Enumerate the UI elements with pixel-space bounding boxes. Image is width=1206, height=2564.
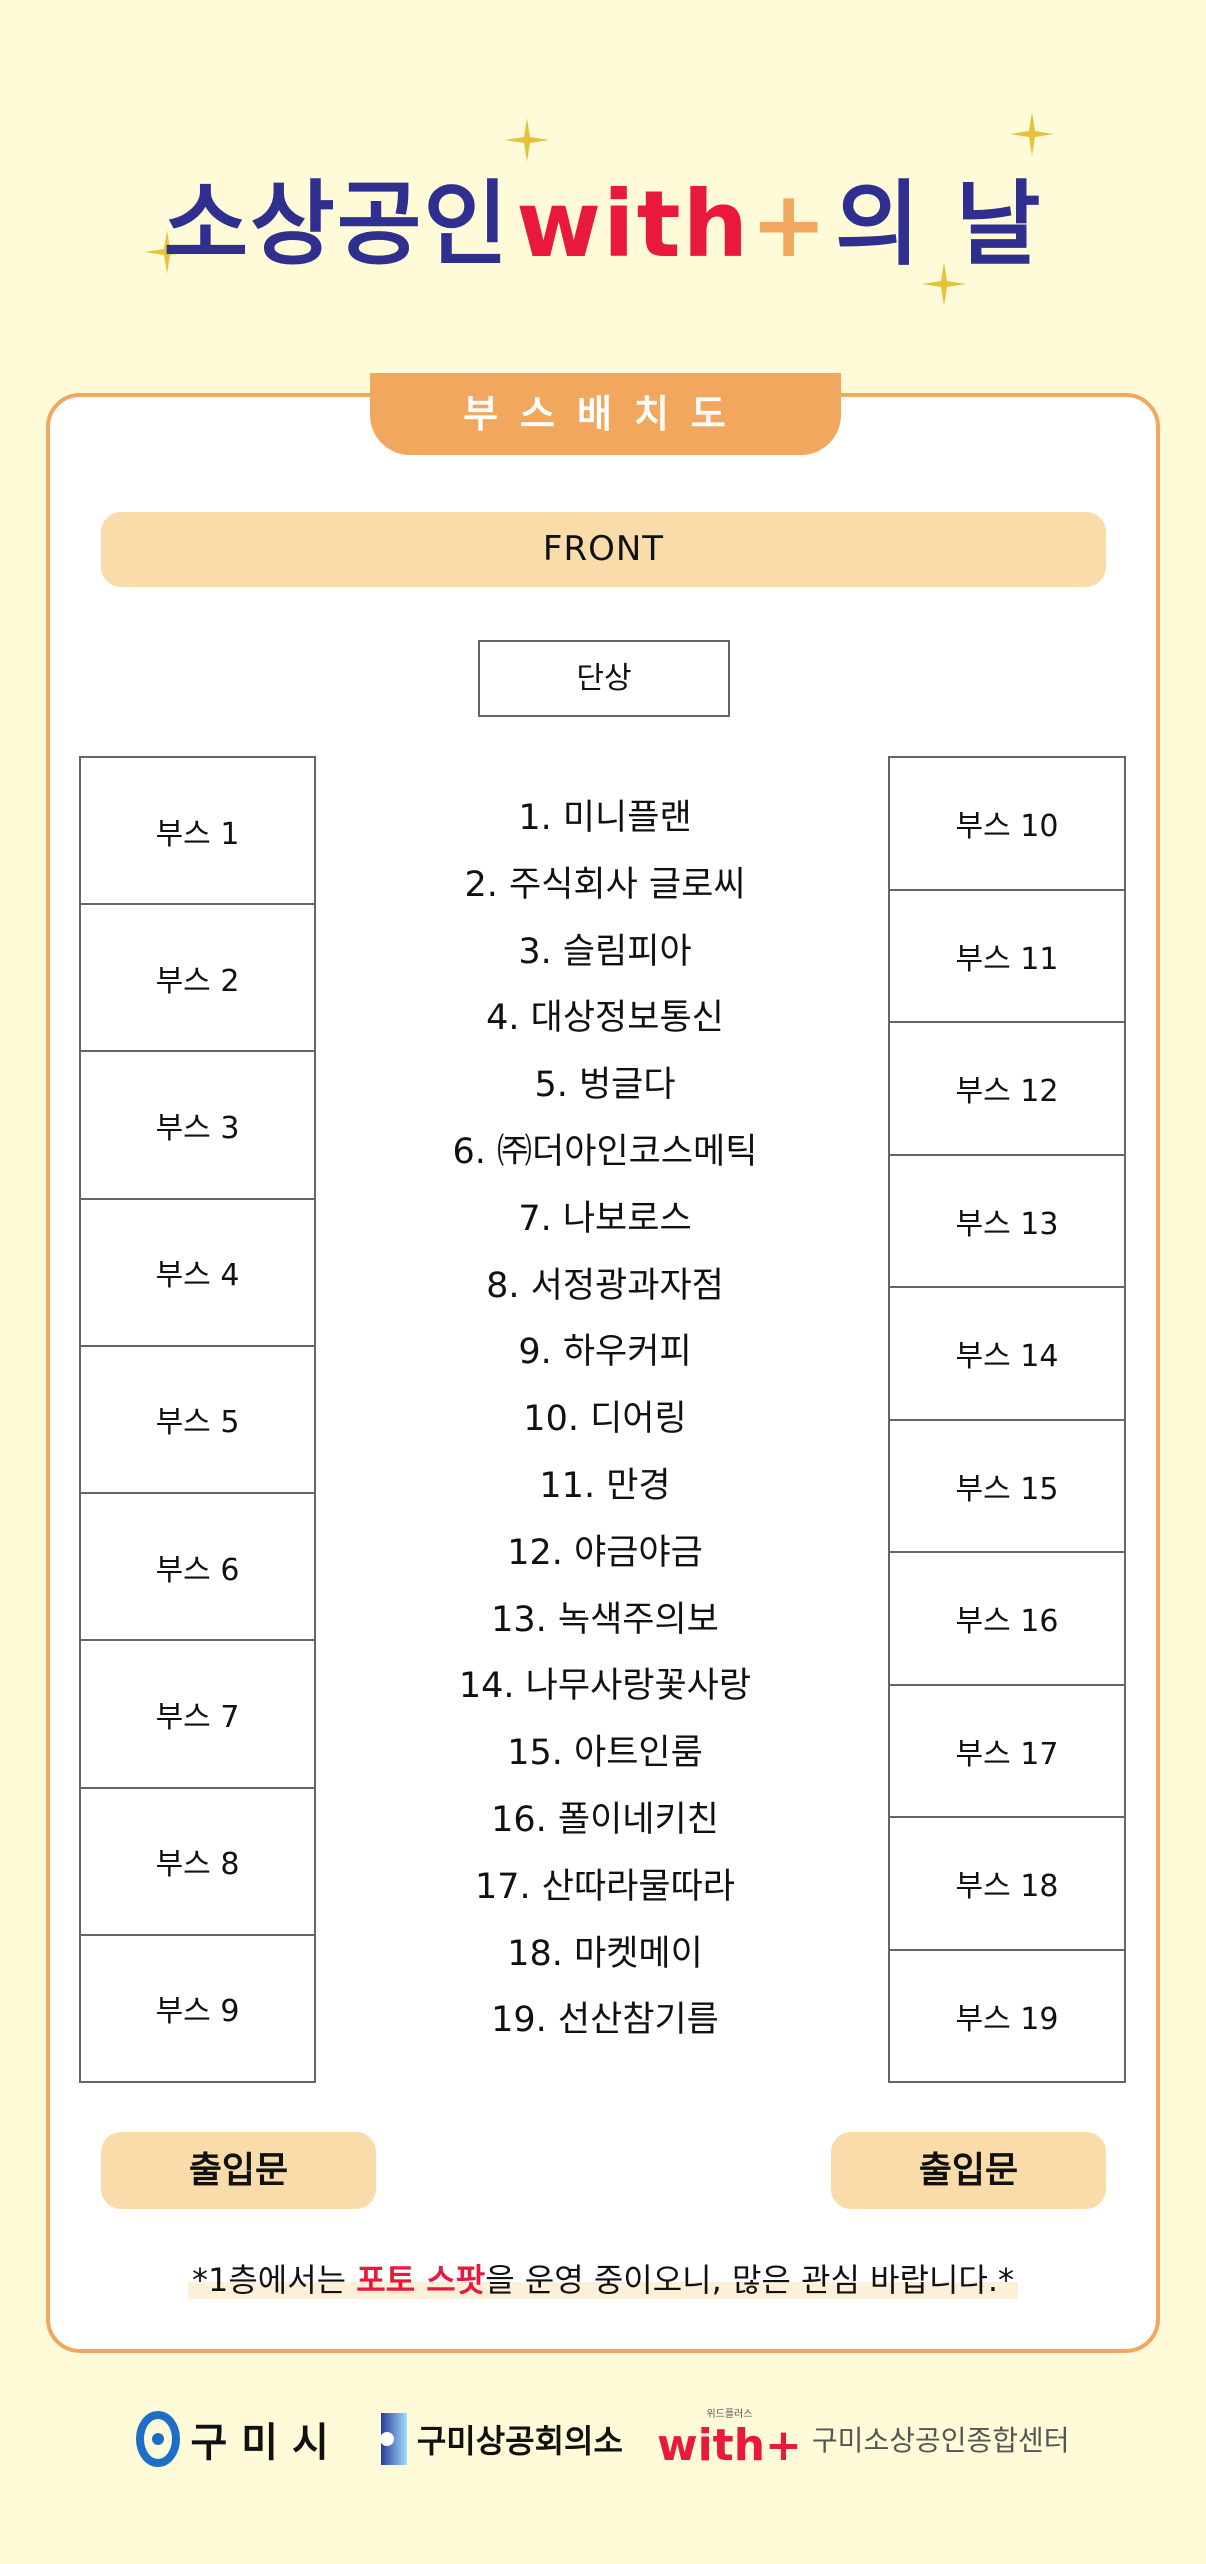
entrance-right: 출입문 [831, 2132, 1106, 2209]
with-small-text: 위드플러스 [706, 2409, 753, 2420]
booth: 부스 6 [81, 1494, 314, 1642]
booth: 부스 14 [890, 1288, 1124, 1421]
list-item: 10. 디어링 [523, 1399, 687, 1440]
right-booth-column: 부스 10 부스 11 부스 12 부스 13 부스 14 부스 15 부스 1… [888, 756, 1126, 2083]
footer-logos: 구미시 구미상공회의소 위드플러스 with+ 구미소상공인종합센터 [0, 2410, 1206, 2468]
booth: 부스 5 [81, 1347, 314, 1495]
with-plus-center-logo: 위드플러스 with+ 구미소상공인종합센터 [657, 2410, 1070, 2468]
list-item: 5. 벙글다 [534, 1065, 676, 1106]
stage-box: 단상 [478, 640, 730, 717]
list-item: 9. 하우커피 [518, 1332, 692, 1373]
notice-part: *1층에서는 [191, 2261, 357, 2299]
booth: 부스 3 [81, 1052, 314, 1200]
gumi-emblem-icon [136, 2411, 181, 2467]
notice-text: *1층에서는 포토 스팟을 운영 중이오니, 많은 관심 바랍니다.* [0, 2255, 1206, 2301]
list-item: 11. 만경 [539, 1465, 671, 1506]
booth: 부스 12 [890, 1023, 1124, 1156]
list-item: 7. 나보로스 [518, 1198, 692, 1239]
booth: 부스 8 [81, 1789, 314, 1936]
notice-highlight: 포토 스팟 [356, 2261, 486, 2299]
front-banner: FRONT [101, 512, 1106, 587]
left-booth-column: 부스 1 부스 2 부스 3 부스 4 부스 5 부스 6 부스 7 부스 8 … [79, 756, 316, 2083]
booth: 부스 9 [155, 1994, 240, 2030]
booth: 부스 10 [890, 758, 1124, 891]
gumi-city-text: 구미시 [190, 2420, 343, 2466]
booth: 부스 18 [890, 1818, 1124, 1951]
list-item: 4. 대상정보통신 [486, 998, 724, 1039]
list-item: 14. 나무사랑꽃사랑 [458, 1666, 752, 1707]
title-prefix: 소상공인 [163, 171, 511, 278]
booth: 부스 19 [955, 2001, 1059, 2037]
sparkle-icon [505, 118, 549, 162]
booth: 부스 7 [81, 1641, 314, 1789]
list-item: 2. 주식회사 글로씨 [464, 864, 746, 905]
exhibitor-list: 1. 미니플랜 2. 주식회사 글로씨 3. 슬림피아 4. 대상정보통신 5.… [380, 785, 830, 2054]
page-title: 소상공인with+의 날 [0, 150, 1206, 283]
sparkle-icon [145, 230, 189, 274]
chamber-logo: 구미상공회의소 [377, 2413, 623, 2465]
list-item: 3. 슬림피아 [518, 931, 692, 972]
sparkle-icon [922, 262, 966, 306]
list-item: 19. 선산참기름 [491, 2000, 719, 2041]
notice-part: 을 운영 중이오니, 많은 관심 바랍니다.* [485, 2261, 1014, 2299]
gear-icon [379, 2413, 407, 2465]
list-item: 1. 미니플랜 [518, 798, 692, 838]
sparkle-icon [1010, 112, 1054, 156]
booth: 부스 4 [81, 1200, 314, 1347]
list-item: 6. ㈜더아인코스메틱 [452, 1131, 758, 1172]
list-item: 18. 마켓메이 [507, 1933, 703, 1974]
booth: 부스 11 [890, 891, 1124, 1023]
list-item: 13. 녹색주의보 [491, 1599, 719, 1640]
with-plus-stack: 위드플러스 with+ [657, 2410, 802, 2468]
list-item: 16. 폴이네키친 [491, 1799, 719, 1840]
booth: 부스 17 [890, 1686, 1124, 1818]
booth: 부스 1 [81, 758, 314, 906]
entrance-left: 출입문 [101, 2132, 376, 2209]
booth: 부스 15 [890, 1421, 1124, 1553]
booth: 부스 16 [890, 1553, 1124, 1686]
section-tab: 부스배치도 [370, 373, 841, 455]
gumi-city-logo: 구미시 [136, 2410, 342, 2468]
booth: 부스 13 [890, 1156, 1124, 1288]
with-logo-text: with+ [656, 2420, 802, 2471]
title-suffix: 의 날 [835, 171, 1043, 278]
list-item: 8. 서정광과자점 [486, 1265, 724, 1306]
chamber-text: 구미상공회의소 [416, 2422, 623, 2460]
booth: 부스 2 [81, 905, 314, 1053]
center-text: 구미소상공인종합센터 [811, 2424, 1070, 2457]
list-item: 17. 산따라물따라 [475, 1866, 735, 1907]
list-item: 12. 야금야금 [507, 1532, 703, 1573]
with-plus-logo: with+ [516, 171, 830, 278]
list-item: 15. 아트인룸 [507, 1733, 703, 1774]
